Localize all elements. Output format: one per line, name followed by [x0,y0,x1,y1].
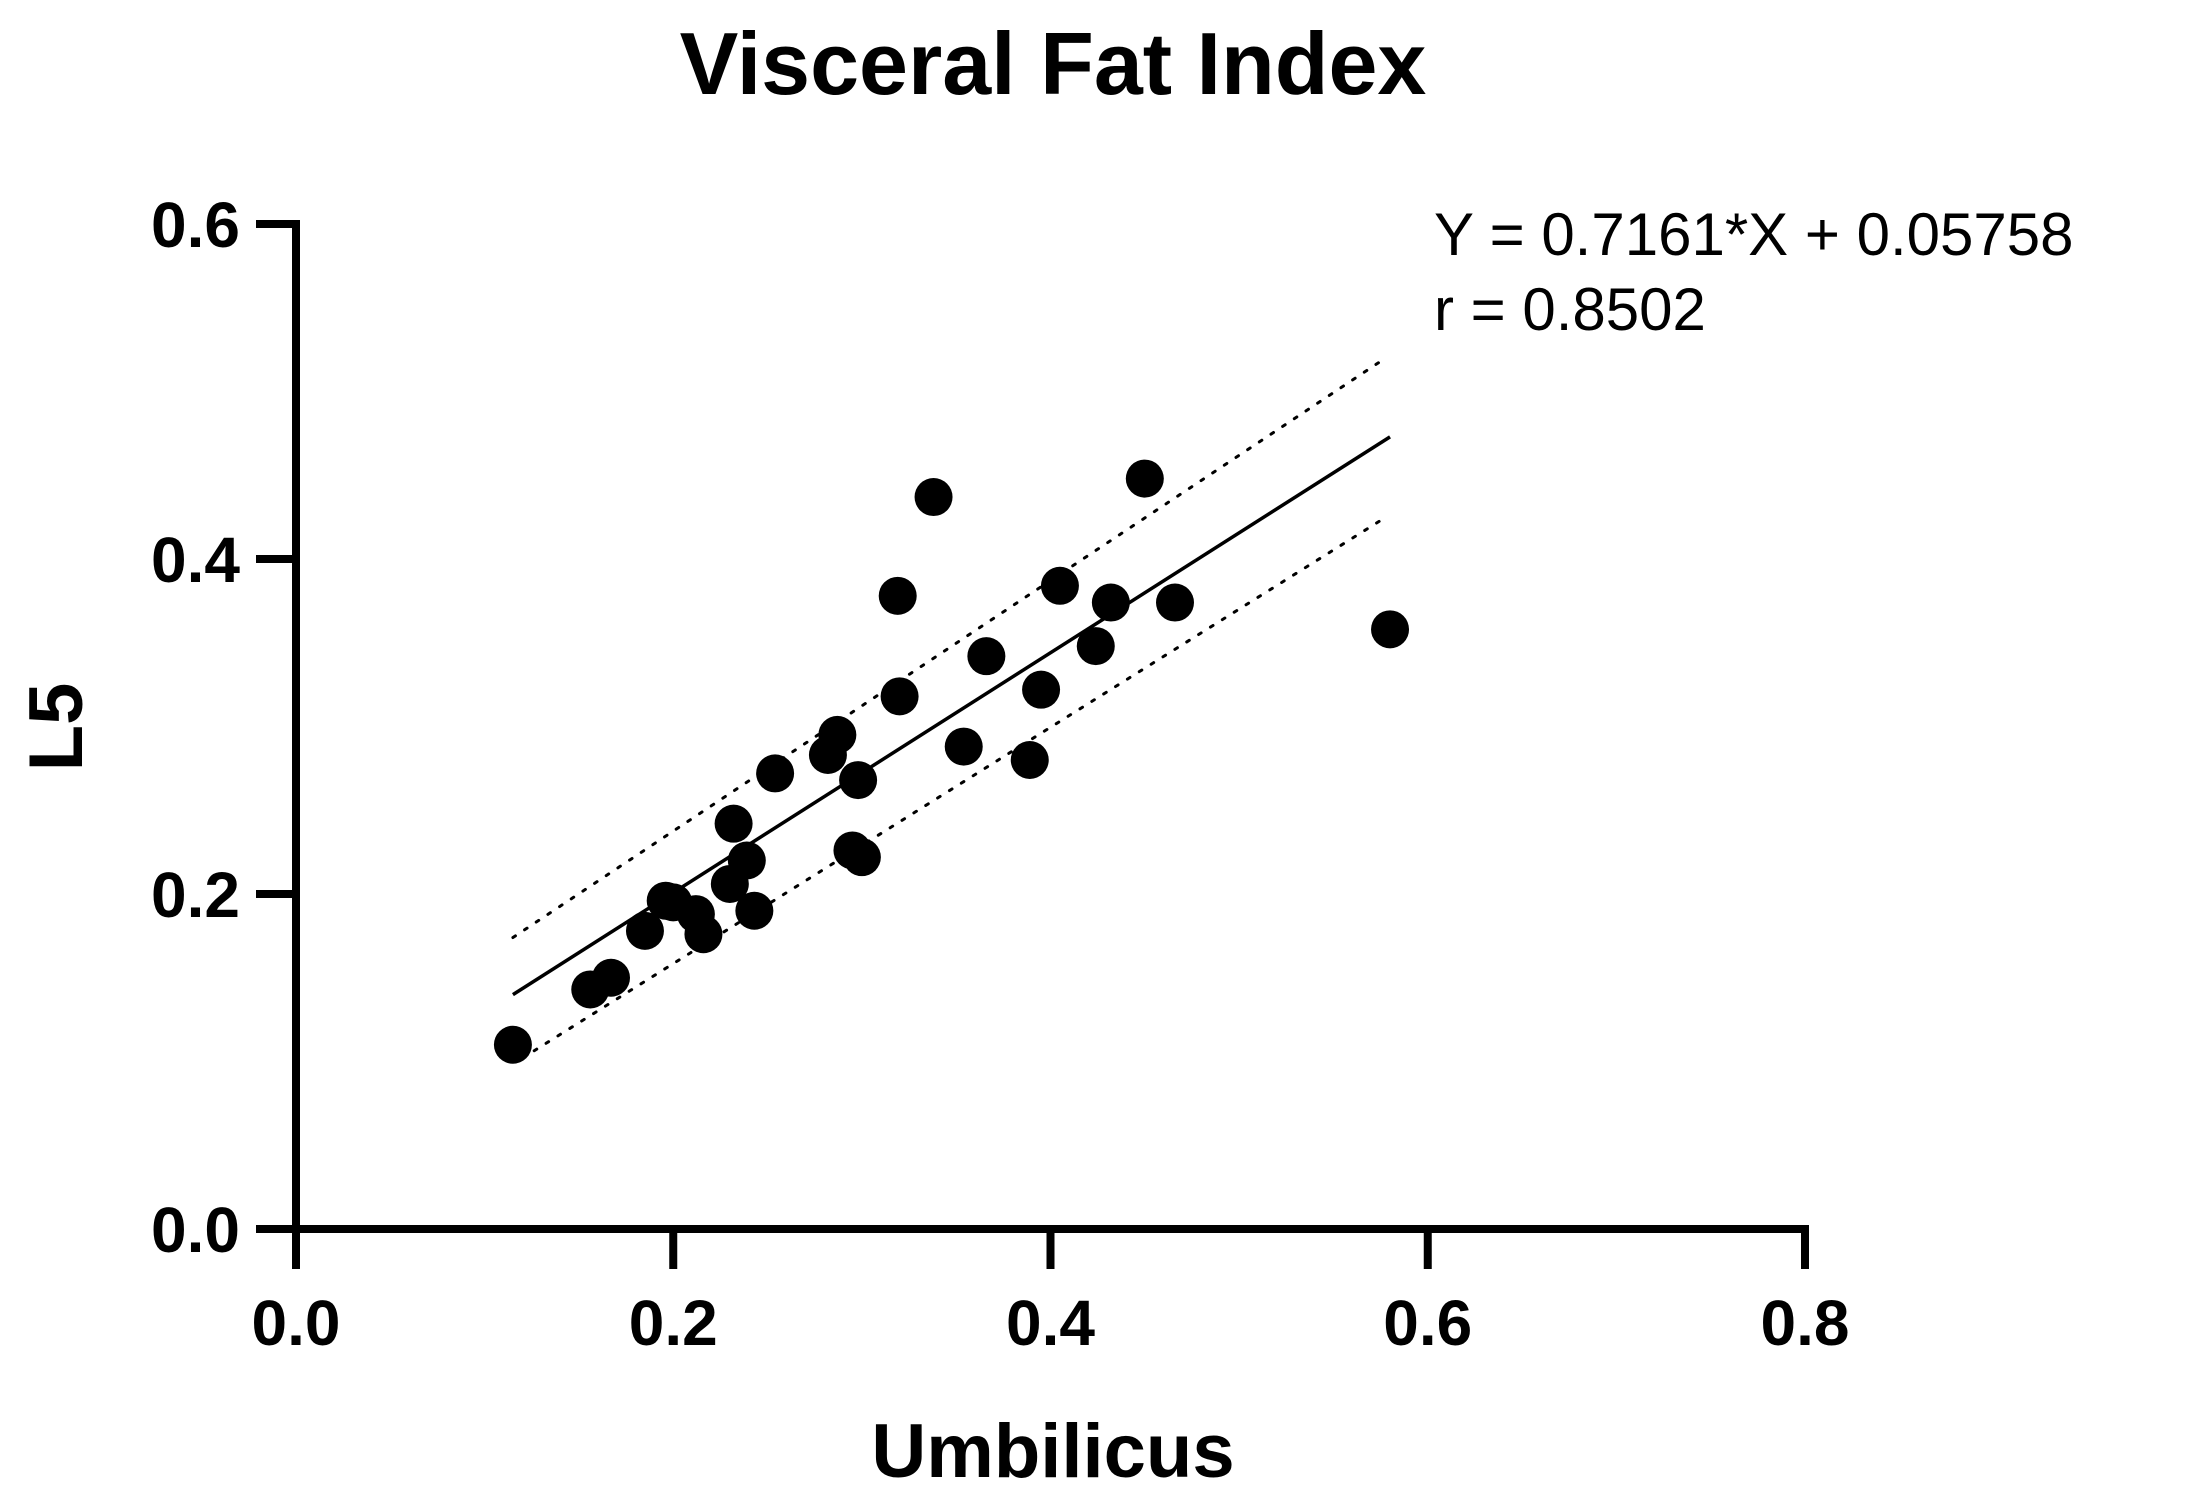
regression-line [511,435,1391,997]
y-ticks: 0.0 0.2 0.4 0.6 [151,189,296,1266]
data-point [914,478,953,517]
y-tick-label: 0.6 [151,189,240,261]
data-point [727,841,766,880]
data-point [1040,566,1079,605]
data-point [714,804,753,843]
data-point [756,754,795,793]
data-point [839,761,878,800]
data-point [592,958,631,997]
x-tick-label: 0.8 [1761,1287,1850,1359]
equation-annotation: Y = 0.7161*X + 0.05758 [1434,201,2073,268]
data-point [684,915,723,954]
x-tick-label: 0.2 [629,1287,718,1359]
y-tick-label: 0.2 [151,859,240,931]
data-point [1022,670,1061,709]
data-point [818,715,857,754]
data-point [625,911,664,950]
y-tick-label: 0.4 [151,524,240,596]
data-point [967,637,1006,676]
x-ticks: 0.0 0.2 0.4 0.6 0.8 [252,1229,1850,1359]
data-point [878,576,917,615]
x-axis-label: Umbilicus [871,1409,1234,1494]
x-tick-label: 0.0 [252,1287,341,1359]
y-tick-label: 0.0 [151,1194,240,1266]
data-point [1091,583,1130,622]
data-point [735,891,774,930]
x-tick-label: 0.4 [1006,1287,1095,1359]
data-point [1155,583,1194,622]
r-value-annotation: r = 0.8502 [1434,276,1706,343]
data-point [1125,459,1164,498]
data-point [944,727,983,766]
data-points [493,459,1410,1064]
data-point [1076,627,1115,666]
data-point [1371,610,1410,649]
data-point [1010,741,1049,779]
data-point [842,838,881,877]
y-axis-label: L5 [14,683,99,772]
x-tick-label: 0.6 [1383,1287,1472,1359]
confidence-band-lower [520,518,1383,1060]
confidence-band-upper [511,359,1383,940]
data-point [880,677,919,716]
data-point [493,1025,532,1064]
chart-title: Visceral Fat Index [680,14,1427,113]
